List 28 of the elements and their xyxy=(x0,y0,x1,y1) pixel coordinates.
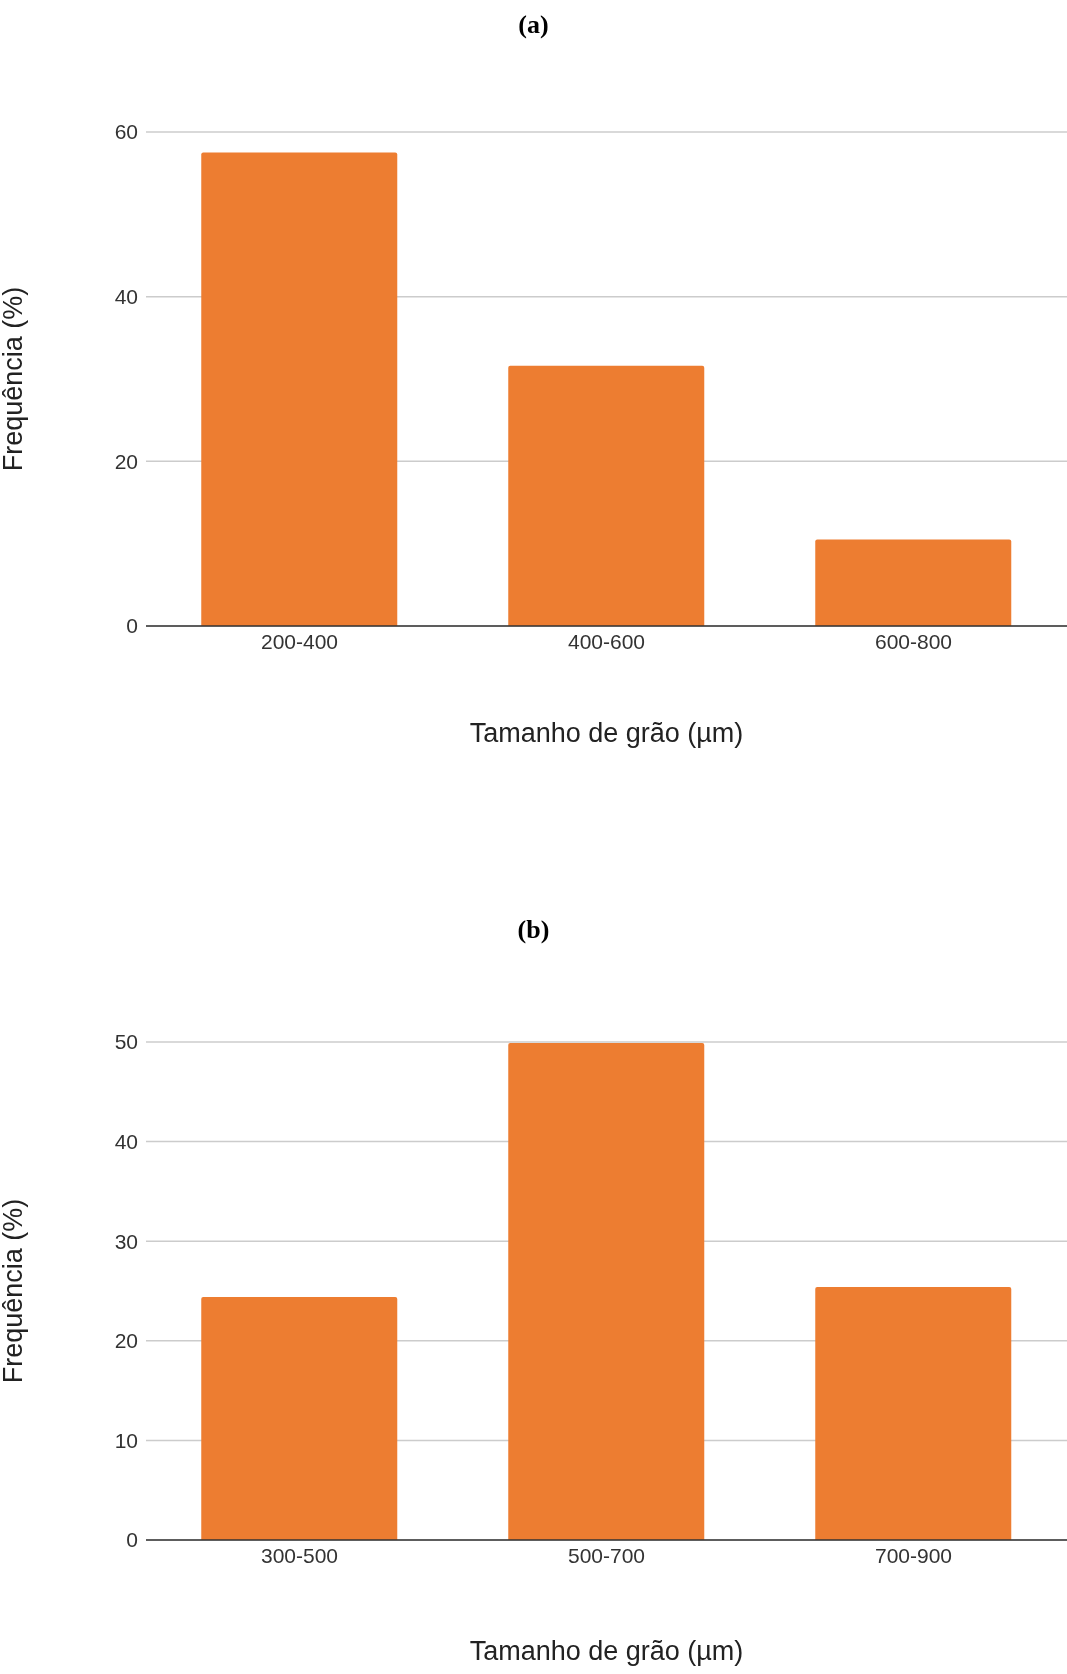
chart-title: (b) xyxy=(516,914,551,946)
bar xyxy=(815,1287,1012,1540)
x-tick-label: 200-400 xyxy=(260,629,339,653)
y-tick-label: 50 xyxy=(114,1030,138,1054)
y-tick-label: 20 xyxy=(114,1329,138,1353)
bar xyxy=(201,1296,398,1540)
bar xyxy=(815,539,1012,626)
x-tick-label: 500-700 xyxy=(567,1543,646,1567)
chart-title: (a) xyxy=(517,9,550,41)
x-tick-label: 600-800 xyxy=(874,629,953,653)
bar xyxy=(508,1043,705,1540)
y-tick-label: 40 xyxy=(114,1130,138,1154)
x-axis-title: Tamanho de grão (µm) xyxy=(469,718,744,748)
bar xyxy=(508,365,705,626)
x-tick-label: 300-500 xyxy=(260,1543,339,1567)
y-tick-label: 0 xyxy=(126,1528,138,1552)
x-tick-label: 400-600 xyxy=(567,629,646,653)
y-tick-label: 0 xyxy=(126,614,138,638)
y-tick-label: 10 xyxy=(114,1428,138,1452)
y-axis-title: Frequência (%) xyxy=(0,286,28,472)
y-axis-title: Frequência (%) xyxy=(0,1198,28,1384)
y-tick-label: 20 xyxy=(114,449,138,473)
x-tick-label: 700-900 xyxy=(874,1543,953,1567)
x-axis-title: Tamanho de grão (µm) xyxy=(469,1636,744,1666)
y-tick-label: 60 xyxy=(114,120,138,144)
y-tick-label: 40 xyxy=(114,285,138,309)
bar xyxy=(201,152,398,626)
y-tick-label: 30 xyxy=(114,1229,138,1253)
